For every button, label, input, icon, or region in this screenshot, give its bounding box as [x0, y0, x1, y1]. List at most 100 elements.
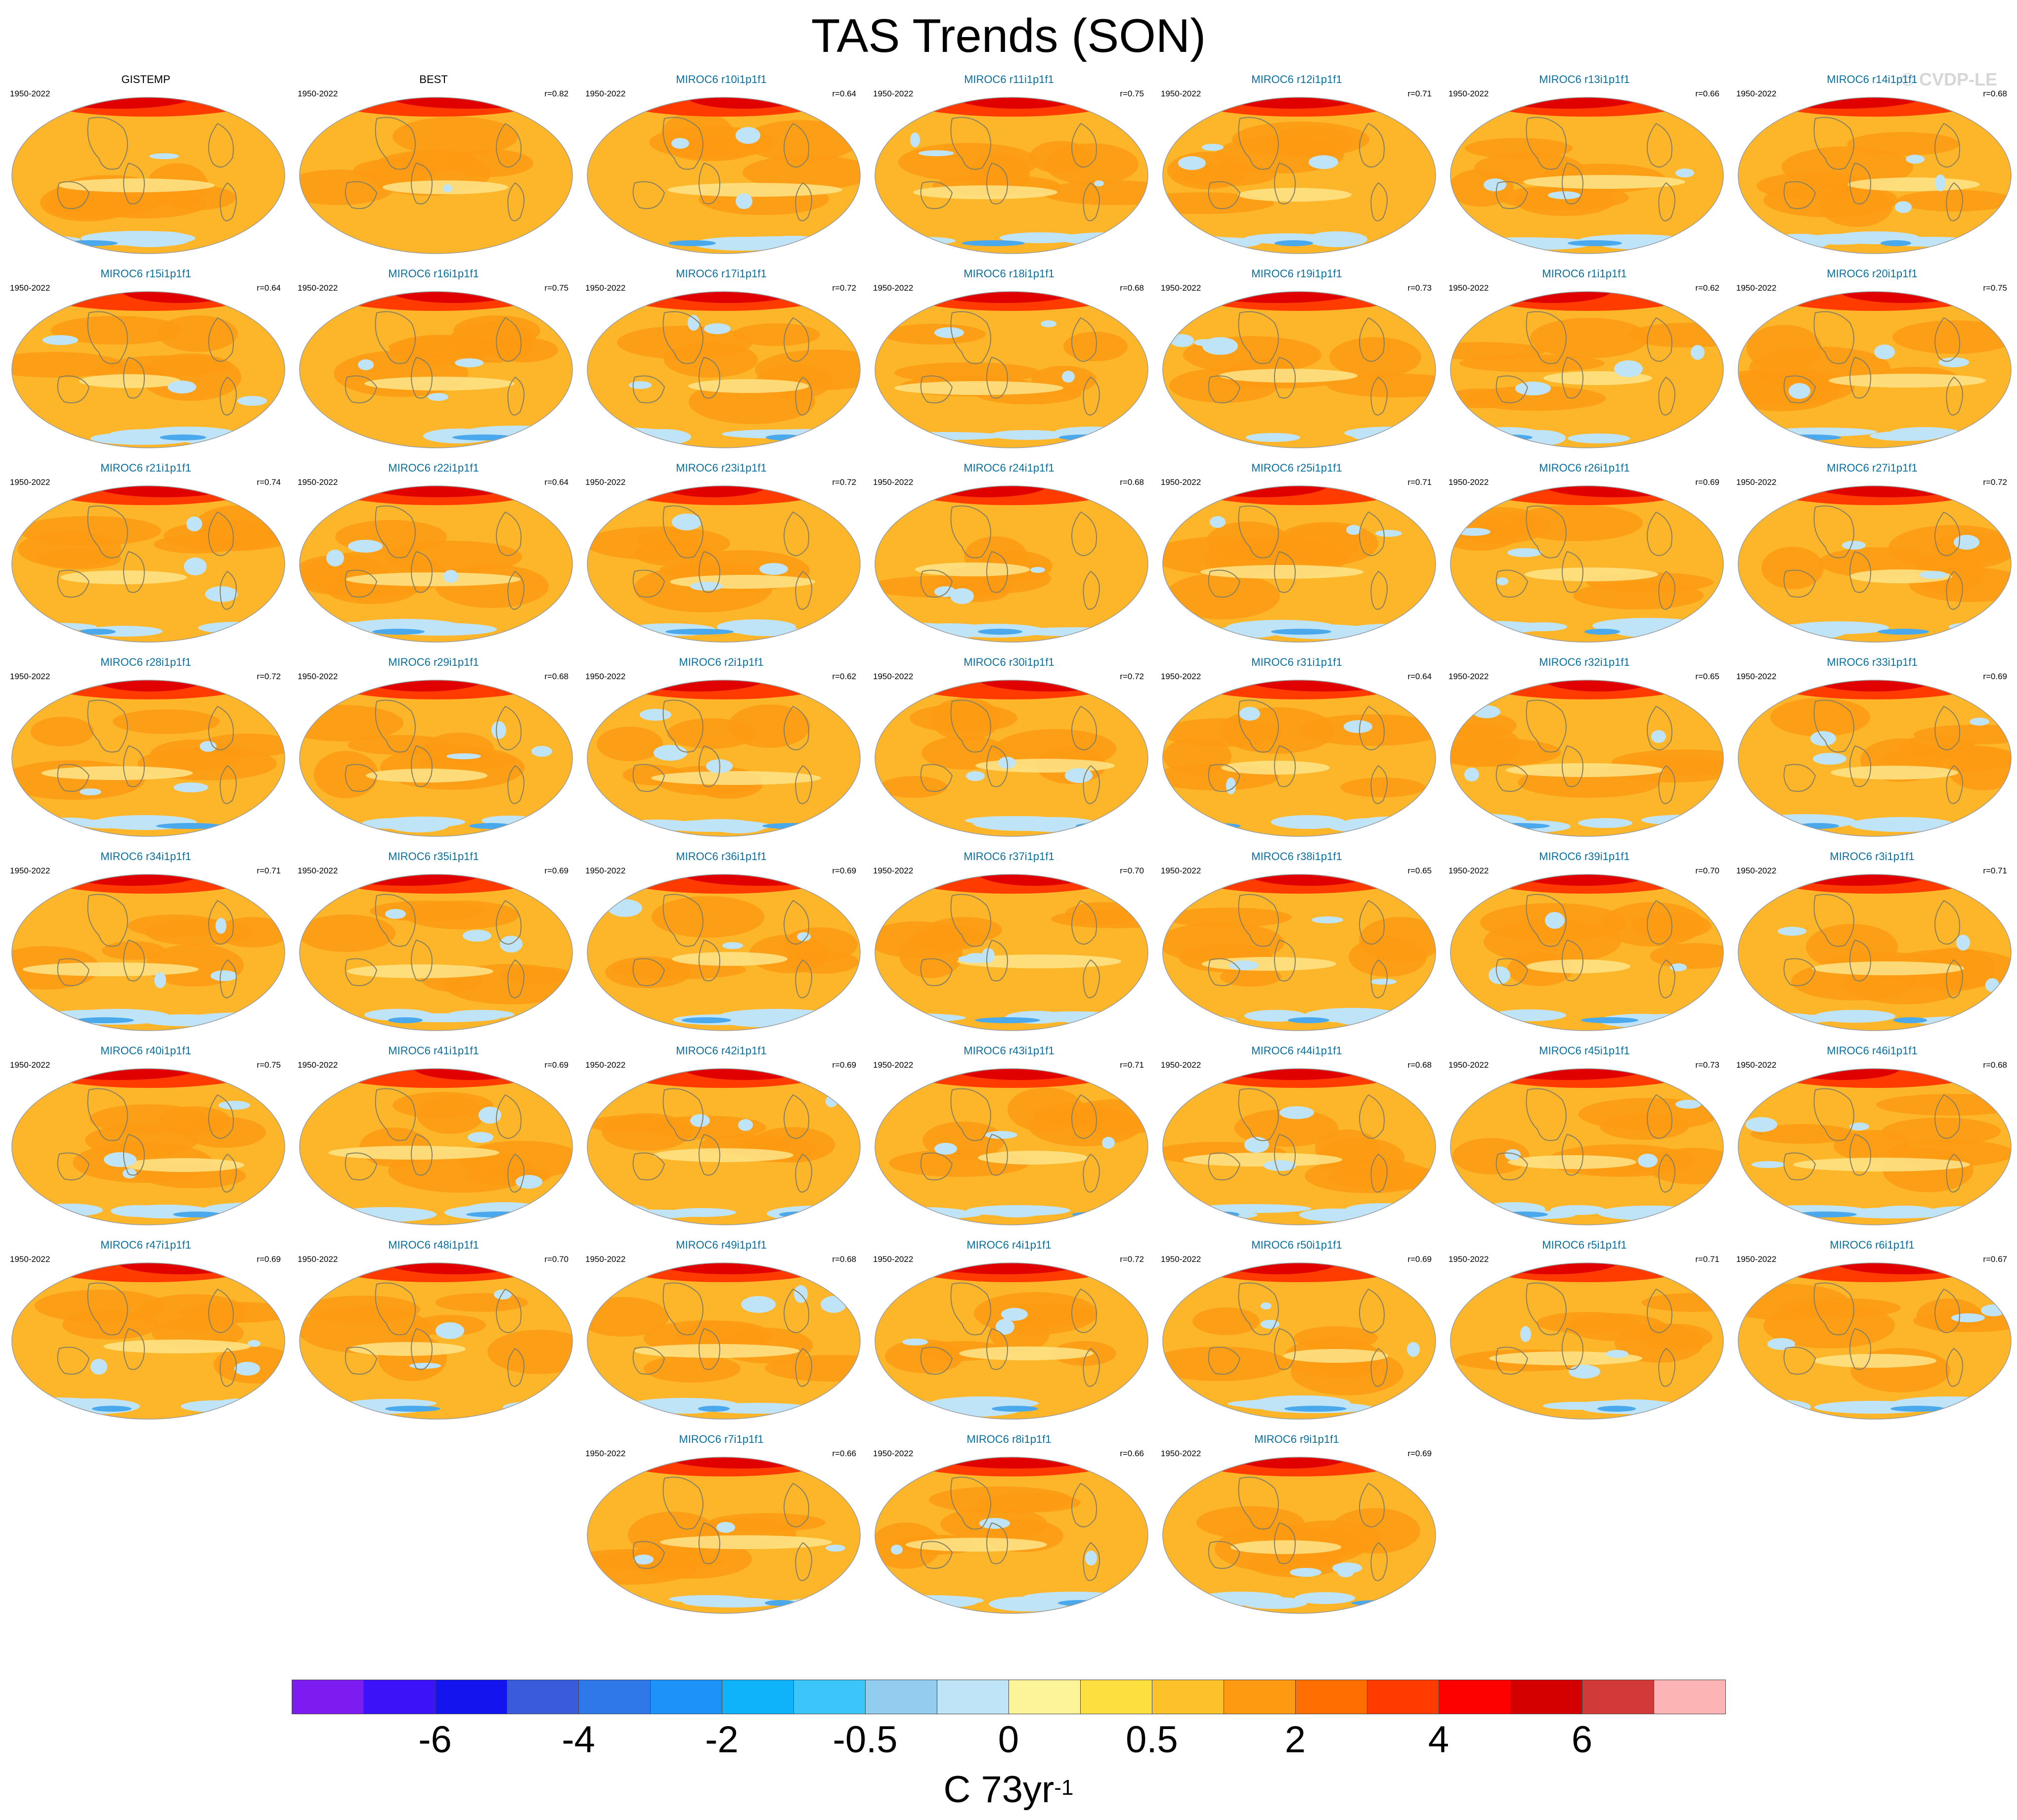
- trend-map: [1450, 680, 1724, 837]
- map-panel: MIROC6 r12i1p1f1 1950-2022 r=0.71: [1156, 69, 1438, 257]
- map-panel: MIROC6 r19i1p1f1 1950-2022 r=0.73: [1156, 263, 1438, 451]
- map-panel: MIROC6 r13i1p1f1 1950-2022 r=0.66: [1444, 69, 1725, 257]
- map-panel: MIROC6 r8i1p1f1 1950-2022 r=0.66: [868, 1429, 1150, 1617]
- panel-period: 1950-2022: [10, 672, 50, 681]
- panel-period: 1950-2022: [585, 1255, 626, 1264]
- colorbar-units: C 73yr-1: [0, 1768, 2017, 1812]
- colorbar-tick-label: 0: [998, 1719, 1019, 1761]
- panel-title: MIROC6 r40i1p1f1: [100, 1044, 191, 1057]
- panel-period: 1950-2022: [873, 1060, 914, 1070]
- panel-title: MIROC6 r38i1p1f1: [1251, 850, 1342, 863]
- panel-period: 1950-2022: [298, 672, 338, 681]
- panel-period: 1950-2022: [1448, 672, 1489, 681]
- trend-map: [587, 680, 861, 837]
- panel-correlation: r=0.68: [1407, 1060, 1432, 1070]
- colorbar-tick-label: 4: [1428, 1719, 1449, 1761]
- colorbar-tick-label: -6: [418, 1719, 452, 1761]
- colorbar-tick-label: 0.5: [1126, 1719, 1178, 1761]
- panel-title: MIROC6 r21i1p1f1: [100, 462, 191, 474]
- trend-map: [875, 1262, 1148, 1420]
- trend-map: [11, 291, 285, 448]
- panel-title: MIROC6 r49i1p1f1: [676, 1239, 767, 1251]
- panel-correlation: r=0.67: [1983, 1255, 2007, 1264]
- panel-title: MIROC6 r30i1p1f1: [964, 656, 1054, 668]
- panel-title: MIROC6 r13i1p1f1: [1539, 73, 1630, 86]
- colorbar-swatch: [793, 1680, 866, 1714]
- panel-correlation: r=0.62: [832, 672, 856, 681]
- panel-correlation: r=0.62: [1695, 283, 1719, 293]
- trend-map: [1738, 97, 2012, 254]
- map-panel: MIROC6 r3i1p1f1 1950-2022 r=0.71: [1731, 846, 2013, 1034]
- panel-title: MIROC6 r28i1p1f1: [100, 656, 191, 668]
- map-panel: MIROC6 r11i1p1f1 1950-2022 r=0.75: [868, 69, 1150, 257]
- trend-map: [1162, 874, 1436, 1031]
- trend-map: [1450, 97, 1724, 254]
- trend-map: [1450, 874, 1724, 1031]
- map-panel: MIROC6 r44i1p1f1 1950-2022 r=0.68: [1156, 1040, 1438, 1228]
- trend-map: [1450, 1262, 1724, 1420]
- panel-period: 1950-2022: [585, 477, 626, 487]
- trend-map: [1450, 1068, 1724, 1225]
- map-panel: MIROC6 r2i1p1f1 1950-2022 r=0.62: [580, 652, 862, 840]
- map-panel: MIROC6 r10i1p1f1 1950-2022 r=0.64: [580, 69, 862, 257]
- panel-correlation: r=0.66: [832, 1449, 856, 1458]
- panel-title: GISTEMP: [121, 73, 171, 86]
- trend-map: [299, 485, 573, 643]
- panel-title: MIROC6 r34i1p1f1: [100, 850, 191, 863]
- trend-map: [11, 874, 285, 1031]
- panel-title: MIROC6 r7i1p1f1: [679, 1433, 764, 1445]
- trend-map: [11, 1068, 285, 1225]
- panel-correlation: r=0.69: [257, 1255, 281, 1264]
- panel-period: 1950-2022: [10, 477, 50, 487]
- trend-map: [1738, 680, 2012, 837]
- panel-correlation: r=0.73: [1407, 283, 1432, 293]
- panel-grid: GISTEMP 1950-2022 BEST 1950-2022 r=0.82 MIROC…: [5, 69, 2013, 1617]
- map-panel: MIROC6 r15i1p1f1 1950-2022 r=0.64: [5, 263, 287, 451]
- trend-map: [875, 97, 1148, 254]
- trend-map: [587, 1068, 861, 1225]
- panel-period: 1950-2022: [873, 1449, 914, 1458]
- map-panel: MIROC6 r37i1p1f1 1950-2022 r=0.70: [868, 846, 1150, 1034]
- panel-correlation: r=0.69: [1695, 477, 1719, 487]
- panel-period: 1950-2022: [10, 866, 50, 875]
- panel-correlation: r=0.68: [1983, 89, 2007, 98]
- panel-period: 1950-2022: [1736, 89, 1777, 98]
- panel-title: MIROC6 r16i1p1f1: [388, 267, 479, 280]
- panel-period: 1950-2022: [1161, 866, 1201, 875]
- map-panel: MIROC6 r4i1p1f1 1950-2022 r=0.72: [868, 1235, 1150, 1423]
- panel-title: MIROC6 r4i1p1f1: [966, 1239, 1052, 1251]
- map-panel: MIROC6 r23i1p1f1 1950-2022 r=0.72: [580, 458, 862, 646]
- map-panel: MIROC6 r46i1p1f1 1950-2022 r=0.68: [1731, 1040, 2013, 1228]
- map-panel: MIROC6 r43i1p1f1 1950-2022 r=0.71: [868, 1040, 1150, 1228]
- panel-correlation: r=0.70: [1120, 866, 1144, 875]
- panel-title: MIROC6 r17i1p1f1: [676, 267, 767, 280]
- map-panel: MIROC6 r22i1p1f1 1950-2022 r=0.64: [293, 458, 574, 646]
- panel-correlation: r=0.71: [1407, 477, 1432, 487]
- map-panel: MIROC6 r17i1p1f1 1950-2022 r=0.72: [580, 263, 862, 451]
- trend-map: [1738, 1068, 2012, 1225]
- panel-correlation: r=0.82: [544, 89, 569, 98]
- panel-correlation: r=0.72: [1983, 477, 2007, 487]
- map-panel: MIROC6 r31i1p1f1 1950-2022 r=0.64: [1156, 652, 1438, 840]
- panel-period: 1950-2022: [1161, 1060, 1201, 1070]
- colorbar-swatch: [937, 1680, 1009, 1714]
- panel-title: MIROC6 r24i1p1f1: [964, 462, 1054, 474]
- panel-correlation: r=0.71: [1695, 1255, 1719, 1264]
- panel-period: 1950-2022: [1736, 866, 1777, 875]
- panel-correlation: r=0.73: [1695, 1060, 1719, 1070]
- map-panel: MIROC6 r36i1p1f1 1950-2022 r=0.69: [580, 846, 862, 1034]
- map-panel: MIROC6 r18i1p1f1 1950-2022 r=0.68: [868, 263, 1150, 451]
- panel-correlation: r=0.72: [832, 477, 856, 487]
- panel-correlation: r=0.65: [1695, 672, 1719, 681]
- panel-correlation: r=0.64: [832, 89, 856, 98]
- colorbar-swatch: [1367, 1680, 1439, 1714]
- trend-map: [1162, 485, 1436, 643]
- panel-title: MIROC6 r27i1p1f1: [1827, 462, 1918, 474]
- panel-period: 1950-2022: [1448, 283, 1489, 293]
- panel-title: MIROC6 r31i1p1f1: [1251, 656, 1342, 668]
- map-panel: MIROC6 r1i1p1f1 1950-2022 r=0.62: [1444, 263, 1725, 451]
- colorbar-tick-label: 2: [1284, 1719, 1306, 1761]
- figure-title: TAS Trends (SON): [811, 9, 1206, 62]
- panel-period: 1950-2022: [1448, 1060, 1489, 1070]
- panel-period: 1950-2022: [873, 866, 914, 875]
